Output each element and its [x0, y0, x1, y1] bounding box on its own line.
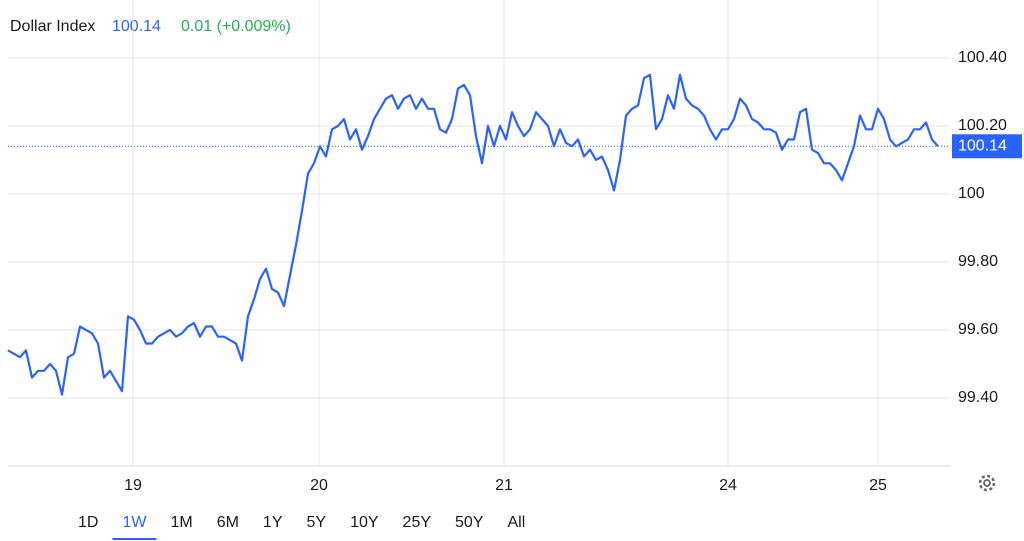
- y-tick-label: 99.80: [958, 253, 998, 270]
- y-tick-label: 100.40: [958, 49, 1007, 66]
- y-tick-label: 100: [958, 185, 985, 202]
- x-tick-label: 25: [869, 477, 887, 494]
- range-button[interactable]: All: [507, 514, 525, 531]
- price-line: [7, 73, 939, 396]
- range-button[interactable]: 1D: [78, 514, 98, 531]
- y-tick-label: 99.40: [958, 389, 998, 406]
- range-button[interactable]: 6M: [217, 514, 239, 531]
- range-button[interactable]: 1W: [122, 514, 147, 531]
- range-button[interactable]: 25Y: [403, 514, 432, 531]
- price-change: 0.01 (+0.009%): [181, 18, 291, 35]
- settings-icon[interactable]: [978, 474, 996, 492]
- title: Dollar Index: [10, 18, 95, 35]
- range-button[interactable]: 1M: [170, 514, 192, 531]
- y-tick-label: 99.60: [958, 321, 998, 338]
- range-button[interactable]: 50Y: [455, 514, 484, 531]
- x-tick-label: 19: [124, 477, 142, 494]
- last-price-label: 100.14: [958, 137, 1007, 154]
- y-tick-label: 100.20: [958, 117, 1007, 134]
- header-price: 100.14: [112, 18, 161, 35]
- x-tick-label: 20: [310, 477, 328, 494]
- x-tick-label: 24: [719, 477, 737, 494]
- x-tick-label: 21: [495, 477, 513, 494]
- last-price-badge: [952, 134, 1022, 159]
- range-button[interactable]: 5Y: [307, 514, 327, 531]
- range-button[interactable]: 10Y: [350, 514, 379, 531]
- range-button[interactable]: 1Y: [263, 514, 283, 531]
